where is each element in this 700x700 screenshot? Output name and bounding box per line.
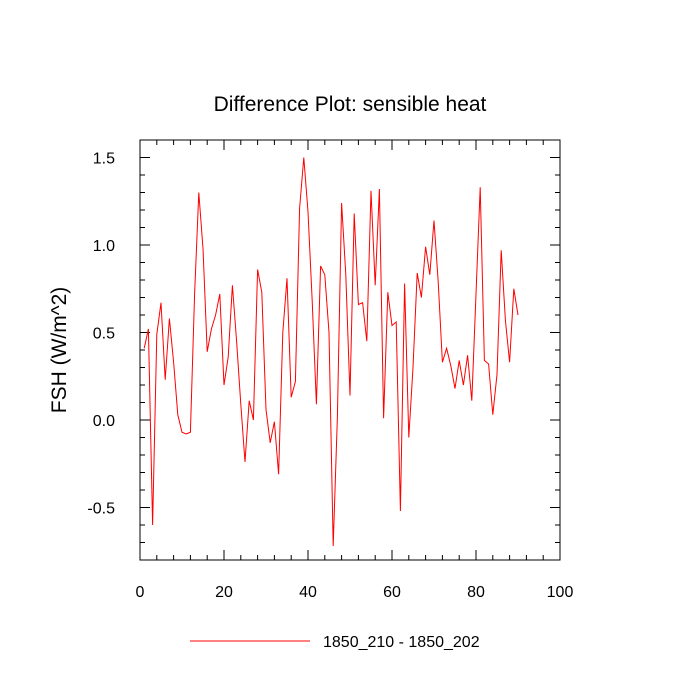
x-tick-label: 60 bbox=[383, 584, 401, 601]
plot-frame bbox=[139, 139, 561, 561]
x-tick-label: 40 bbox=[299, 584, 317, 601]
y-axis-label: FSH (W/m^2) bbox=[48, 287, 71, 414]
y-tick-label: 1.5 bbox=[93, 151, 115, 168]
y-tick-label: 0.5 bbox=[93, 326, 115, 343]
chart-title: Difference Plot: sensible heat bbox=[214, 93, 487, 116]
series-line-1850_210-1850_202 bbox=[143, 157, 519, 547]
y-tick-label: -0.5 bbox=[87, 501, 115, 518]
y-tick-label: 1.0 bbox=[93, 238, 115, 255]
y-tick-label: 0.0 bbox=[93, 413, 115, 430]
legend-label: 1850_210 - 1850_202 bbox=[323, 634, 480, 651]
x-tick-label: 20 bbox=[215, 584, 233, 601]
x-tick-label: 80 bbox=[467, 584, 485, 601]
x-tick-label: 0 bbox=[136, 584, 145, 601]
x-tick-label: 100 bbox=[547, 584, 574, 601]
legend: 1850_210 - 1850_202 bbox=[190, 634, 480, 651]
axis-ticks bbox=[139, 139, 561, 561]
tick-labels: 0 20 40 60 80 100 -0.5 0.0 0.5 1.0 1.5 bbox=[87, 151, 573, 602]
